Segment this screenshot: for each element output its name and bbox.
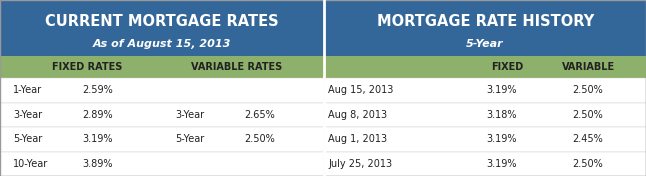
Text: 5-Year: 5-Year bbox=[13, 134, 42, 144]
Text: As of August 15, 2013: As of August 15, 2013 bbox=[93, 39, 231, 49]
Text: 3-Year: 3-Year bbox=[175, 110, 204, 120]
Bar bbox=[0, 78, 324, 102]
Text: July 25, 2013: July 25, 2013 bbox=[328, 159, 392, 169]
Text: 2.89%: 2.89% bbox=[82, 110, 112, 120]
Text: 3.89%: 3.89% bbox=[82, 159, 112, 169]
Bar bbox=[324, 102, 646, 127]
Text: FIXED RATES: FIXED RATES bbox=[52, 62, 123, 72]
Text: 5-Year: 5-Year bbox=[175, 134, 204, 144]
Text: VARIABLE: VARIABLE bbox=[561, 62, 614, 72]
Text: 3.19%: 3.19% bbox=[486, 134, 517, 144]
Text: 3.19%: 3.19% bbox=[82, 134, 112, 144]
Text: MORTGAGE RATE HISTORY: MORTGAGE RATE HISTORY bbox=[377, 14, 594, 29]
Bar bbox=[0, 127, 324, 152]
Bar bbox=[324, 152, 646, 176]
Text: Aug 1, 2013: Aug 1, 2013 bbox=[328, 134, 388, 144]
Bar bbox=[0, 152, 324, 176]
Text: 1-Year: 1-Year bbox=[13, 85, 42, 95]
Text: 3-Year: 3-Year bbox=[13, 110, 42, 120]
Bar bbox=[0, 0, 324, 56]
Bar bbox=[324, 78, 646, 102]
Text: 2.50%: 2.50% bbox=[573, 85, 603, 95]
Text: Aug 15, 2013: Aug 15, 2013 bbox=[328, 85, 393, 95]
Bar bbox=[0, 102, 324, 127]
Text: 5-Year: 5-Year bbox=[466, 39, 504, 49]
Text: 3.19%: 3.19% bbox=[486, 85, 517, 95]
Text: 3.19%: 3.19% bbox=[486, 159, 517, 169]
Text: 2.59%: 2.59% bbox=[82, 85, 112, 95]
Text: VARIABLE RATES: VARIABLE RATES bbox=[191, 62, 282, 72]
Text: 3.18%: 3.18% bbox=[486, 110, 517, 120]
Text: 2.45%: 2.45% bbox=[573, 134, 603, 144]
Text: 10-Year: 10-Year bbox=[13, 159, 48, 169]
Bar bbox=[324, 127, 646, 152]
Bar bbox=[324, 56, 646, 78]
Bar bbox=[324, 0, 646, 56]
Bar bbox=[0, 56, 324, 78]
Text: 2.65%: 2.65% bbox=[244, 110, 275, 120]
Text: 2.50%: 2.50% bbox=[244, 134, 275, 144]
Text: 2.50%: 2.50% bbox=[573, 159, 603, 169]
Text: Aug 8, 2013: Aug 8, 2013 bbox=[328, 110, 388, 120]
Text: 2.50%: 2.50% bbox=[573, 110, 603, 120]
Text: FIXED: FIXED bbox=[492, 62, 524, 72]
Text: CURRENT MORTGAGE RATES: CURRENT MORTGAGE RATES bbox=[45, 14, 279, 29]
